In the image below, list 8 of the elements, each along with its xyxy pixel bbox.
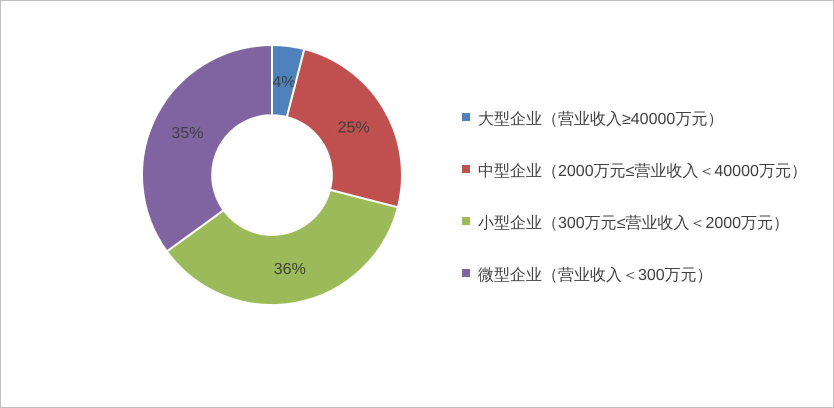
legend-label: 微型企业（营业收入＜300万元） [478, 266, 713, 284]
data-label: 36% [274, 261, 306, 278]
data-label: 25% [338, 120, 370, 137]
data-label: 4% [272, 74, 296, 91]
legend-label: 小型企业（300万元≤营业收入＜2000万元） [478, 214, 790, 232]
legend-label: 大型企业（营业收入≥40000万元） [478, 110, 724, 128]
legend-label: 中型企业（2000万元≤营业收入＜40000万元） [478, 162, 807, 180]
data-label: 35% [171, 124, 204, 142]
